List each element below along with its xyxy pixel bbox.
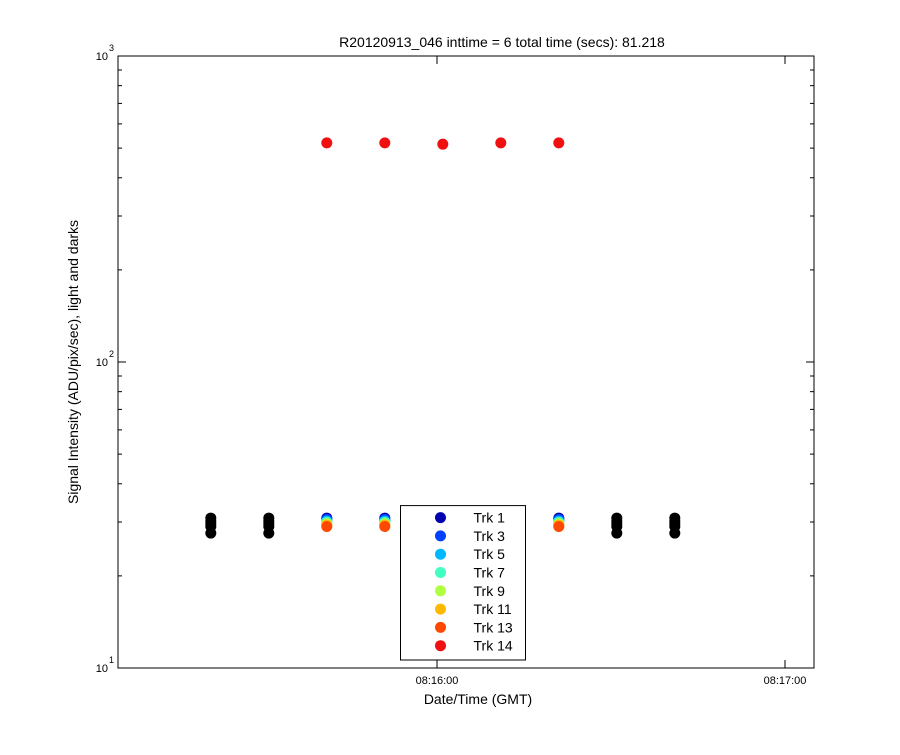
point (553, 521, 565, 533)
y-tick-exponent: 3 (109, 43, 114, 53)
legend-marker (435, 603, 446, 615)
legend-label: Trk 3 (474, 528, 506, 544)
point (669, 512, 681, 524)
point (321, 137, 333, 149)
legend-marker (435, 621, 446, 633)
legend-label: Trk 7 (474, 565, 506, 581)
legend-label: Trk 11 (474, 601, 512, 617)
point (321, 521, 333, 533)
legend-label: Trk 13 (474, 619, 513, 635)
y-tick-exponent: 1 (109, 655, 114, 665)
legend-label: Trk 9 (474, 583, 506, 599)
legend-marker (435, 640, 446, 652)
y-tick-exponent: 2 (109, 349, 114, 359)
x-tick-label: 08:17:00 (764, 675, 807, 687)
point (495, 137, 507, 149)
legend-marker (435, 548, 446, 560)
point (205, 512, 217, 524)
legend-label: Trk 14 (474, 638, 513, 654)
legend-marker (435, 567, 446, 578)
point (611, 512, 623, 524)
x-tick-label: 08:16:00 (416, 675, 459, 687)
chart-title: R20120913_046 inttime = 6 total time (se… (339, 34, 665, 50)
point (437, 138, 449, 150)
point (263, 512, 275, 524)
y-tick-label: 10 (96, 51, 108, 63)
point (553, 137, 565, 149)
legend-label: Trk 5 (474, 546, 506, 562)
point (379, 521, 391, 533)
y-tick-label: 10 (96, 357, 108, 369)
legend-marker (435, 530, 446, 542)
legend-marker (435, 585, 446, 597)
legend-marker (435, 512, 446, 524)
point (379, 137, 391, 149)
x-axis-label: Date/Time (GMT) (424, 691, 532, 707)
y-axis-label: Signal Intensity (ADU/pix/sec), light an… (65, 220, 81, 504)
legend-label: Trk 1 (474, 510, 506, 526)
legend-box (400, 505, 526, 661)
y-tick-label: 10 (96, 663, 108, 675)
